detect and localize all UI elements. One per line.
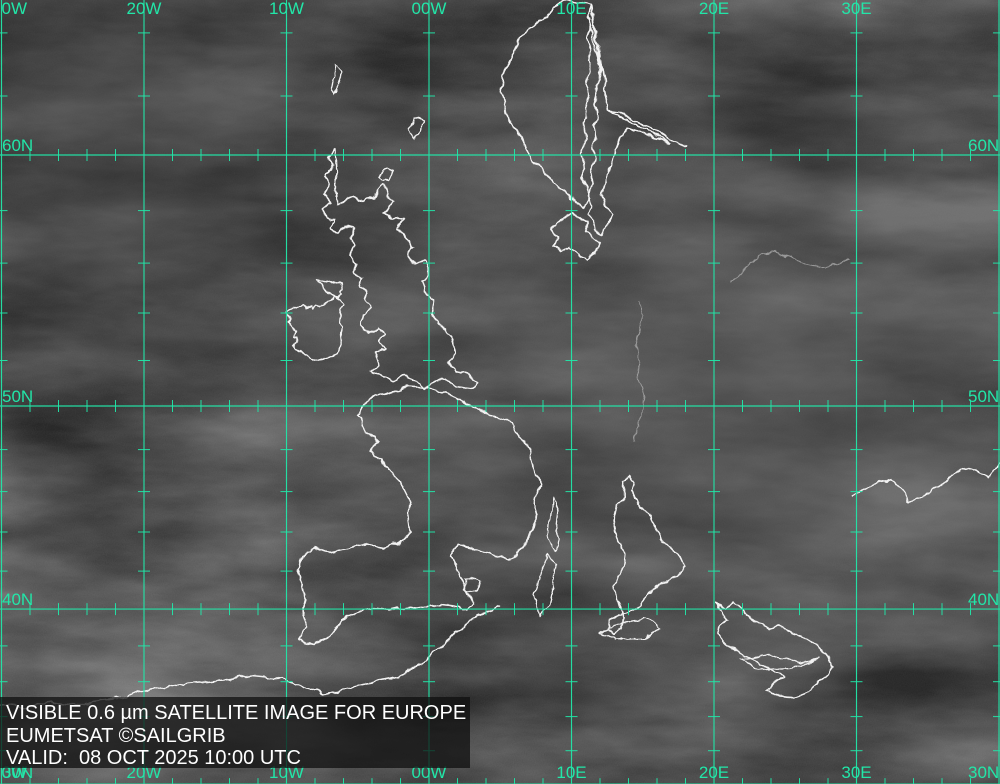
svg-text:20E: 20E	[699, 763, 729, 782]
svg-text:00W: 00W	[412, 0, 447, 18]
svg-text:0W: 0W	[2, 0, 28, 18]
svg-text:30E: 30E	[841, 0, 871, 18]
svg-text:30N: 30N	[968, 763, 999, 782]
svg-text:40N: 40N	[968, 590, 999, 609]
svg-text:20W: 20W	[127, 0, 162, 18]
svg-text:60N: 60N	[2, 136, 33, 155]
svg-text:30E: 30E	[841, 763, 871, 782]
svg-text:10E: 10E	[556, 0, 586, 18]
svg-text:50N: 50N	[2, 387, 33, 406]
svg-text:10E: 10E	[556, 763, 586, 782]
svg-text:20E: 20E	[699, 0, 729, 18]
svg-text:40N: 40N	[2, 590, 33, 609]
svg-text:60N: 60N	[968, 136, 999, 155]
svg-text:10W: 10W	[269, 0, 304, 18]
svg-text:50N: 50N	[968, 387, 999, 406]
